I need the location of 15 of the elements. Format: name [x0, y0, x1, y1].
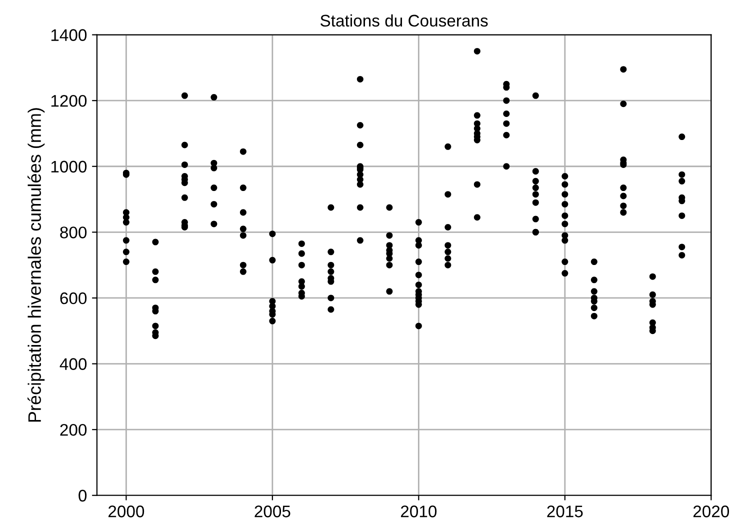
- y-tick-label: 800: [60, 226, 87, 238]
- y-tick-label: 600: [60, 292, 87, 304]
- y-tick-label: 1400: [51, 29, 87, 41]
- y-axis-title: Précipitation hivernales cumulées (mm): [28, 108, 45, 422]
- y-tick-label: 1200: [51, 94, 87, 107]
- y-tick-label: 400: [60, 358, 87, 370]
- y-tick-label: 0: [78, 490, 87, 502]
- x-tick-label: 2000: [108, 506, 144, 518]
- x-tick-label: 2020: [693, 506, 730, 518]
- y-tick-label: 200: [60, 424, 87, 436]
- x-tick-label: 2015: [547, 506, 583, 518]
- x-tick-label: 2010: [400, 506, 437, 518]
- chart-title: Stations du Couserans: [320, 14, 488, 27]
- x-tick-label: 2005: [254, 506, 290, 518]
- y-tick-label: 1000: [51, 160, 87, 173]
